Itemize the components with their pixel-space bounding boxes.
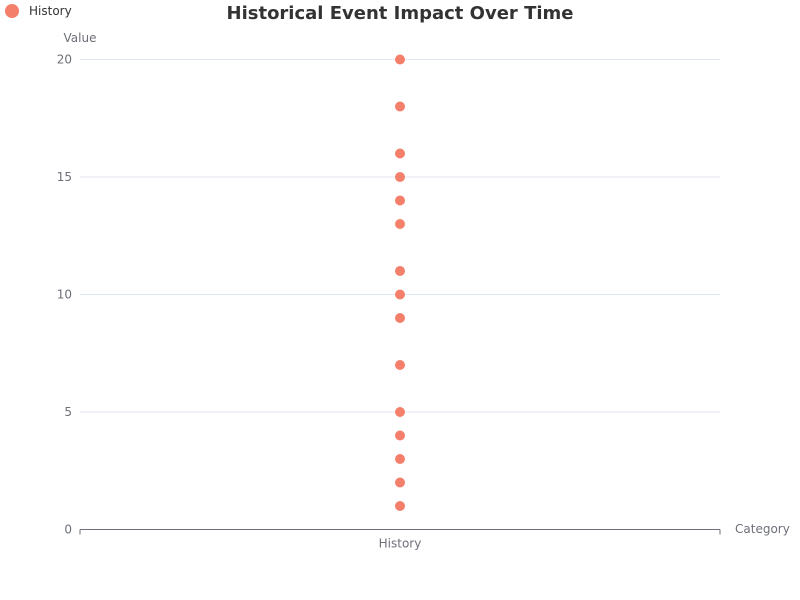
x-tick-label: History (379, 537, 422, 551)
y-tick-label: 20 (57, 53, 72, 67)
y-axis-ticks: 0 5 10 15 20 (57, 53, 72, 537)
scatter-point[interactable] (395, 477, 405, 488)
legend[interactable]: History (5, 4, 72, 18)
scatter-point[interactable] (395, 430, 405, 441)
scatter-point[interactable] (395, 195, 405, 206)
scatter-point[interactable] (395, 219, 405, 229)
legend-label[interactable]: History (29, 4, 72, 18)
scatter-point[interactable] (395, 313, 405, 323)
y-tick-label: 0 (64, 523, 72, 537)
scatter-point[interactable] (395, 148, 405, 159)
scatter-point[interactable] (395, 54, 405, 65)
y-axis-label: Value (64, 31, 97, 45)
legend-marker[interactable] (5, 4, 19, 18)
y-tick-label: 5 (64, 405, 72, 419)
y-tick-label: 15 (57, 170, 72, 184)
scatter-point[interactable] (395, 289, 405, 300)
scatter-point[interactable] (395, 266, 405, 276)
chart-title: Historical Event Impact Over Time (227, 3, 574, 24)
scatter-point[interactable] (395, 501, 405, 511)
scatter-point[interactable] (395, 360, 405, 370)
scatter-point[interactable] (395, 454, 405, 464)
scatter-point[interactable] (395, 407, 405, 417)
x-axis: History (79, 529, 721, 551)
grid-lines (80, 59, 720, 413)
data-points (395, 54, 405, 511)
scatter-point[interactable] (395, 172, 405, 182)
y-tick-label: 10 (57, 288, 72, 302)
scatter-point[interactable] (395, 101, 405, 112)
x-axis-label: Category (735, 522, 790, 536)
